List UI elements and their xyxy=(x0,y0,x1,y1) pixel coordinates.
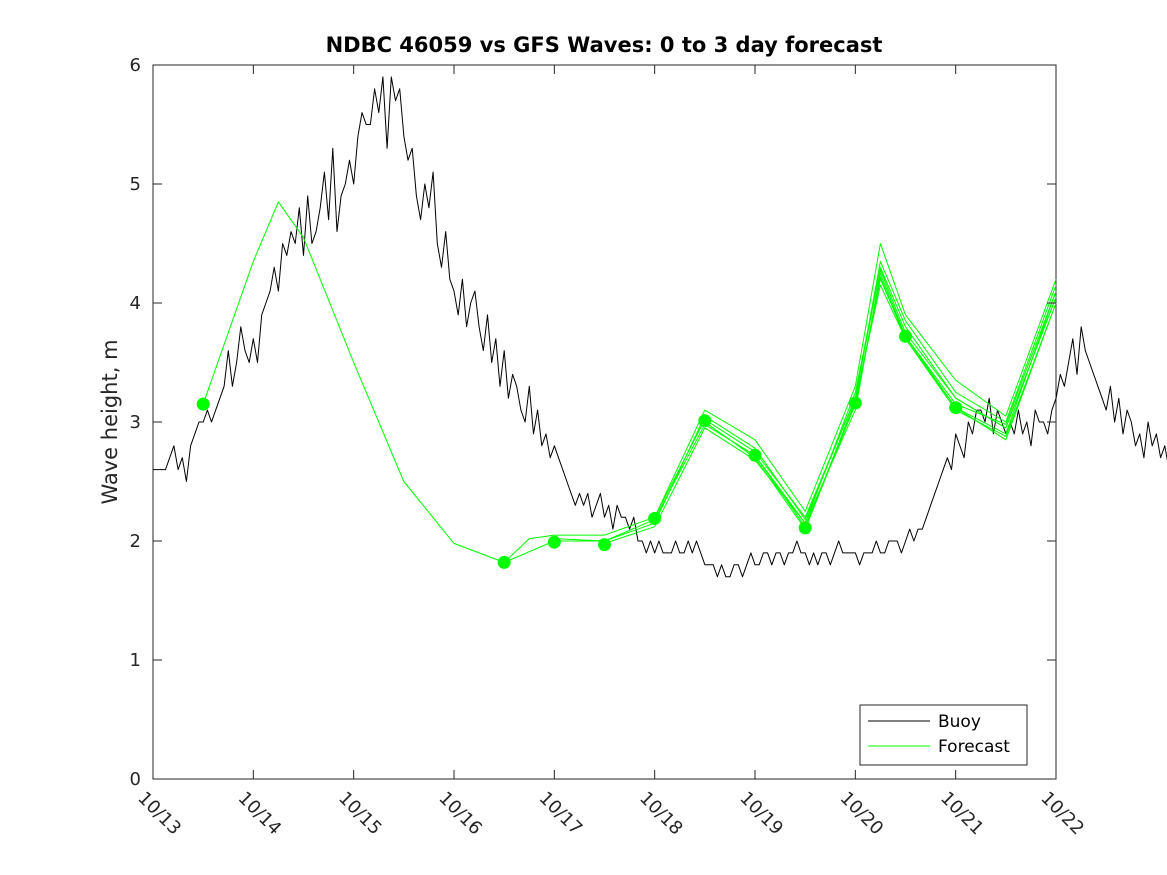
legend-box xyxy=(859,704,1028,766)
forecast-series-line-6 xyxy=(704,284,1057,530)
plot-area xyxy=(152,64,1167,780)
forecast-series-line-2 xyxy=(503,243,1057,563)
y-tick-label: 6 xyxy=(130,55,141,76)
forecast-point-marker xyxy=(748,448,762,462)
forecast-point-marker xyxy=(698,414,712,428)
forecast-point-marker xyxy=(598,538,611,552)
forecast-point-marker xyxy=(648,511,662,525)
buoy-series-line xyxy=(153,76,1167,578)
y-tick-label: 1 xyxy=(130,650,141,671)
forecast-point-marker xyxy=(949,401,963,415)
legend-forecast-label: Forecast xyxy=(938,737,1010,757)
forecast-point-marker xyxy=(899,329,912,343)
y-axis-label: Wave height, m xyxy=(98,339,122,504)
forecast-point-marker xyxy=(798,521,812,535)
legend: Buoy Forecast xyxy=(859,704,1028,766)
forecast-point-marker xyxy=(547,535,561,549)
forecast-series-line-4 xyxy=(604,272,1057,544)
forecast-series-line-7 xyxy=(754,269,1057,524)
y-tick-labels: 0 1 2 3 4 5 6 xyxy=(130,55,141,790)
marker-layer xyxy=(196,329,963,569)
y-tick-label: 3 xyxy=(130,412,141,433)
axes-box xyxy=(152,64,1057,780)
forecast-point-marker xyxy=(196,397,210,411)
tick-layer xyxy=(152,64,1057,780)
y-tick-label: 2 xyxy=(130,531,141,552)
chart-title: NDBC 46059 vs GFS Waves: 0 to 3 day fore… xyxy=(326,33,883,57)
legend-buoy-label: Buoy xyxy=(938,712,981,732)
forecast-point-marker xyxy=(497,555,511,569)
forecast-point-marker xyxy=(848,396,862,410)
y-tick-label: 4 xyxy=(130,293,141,314)
y-tick-label: 0 xyxy=(130,769,141,790)
y-tick-label: 5 xyxy=(130,174,141,195)
